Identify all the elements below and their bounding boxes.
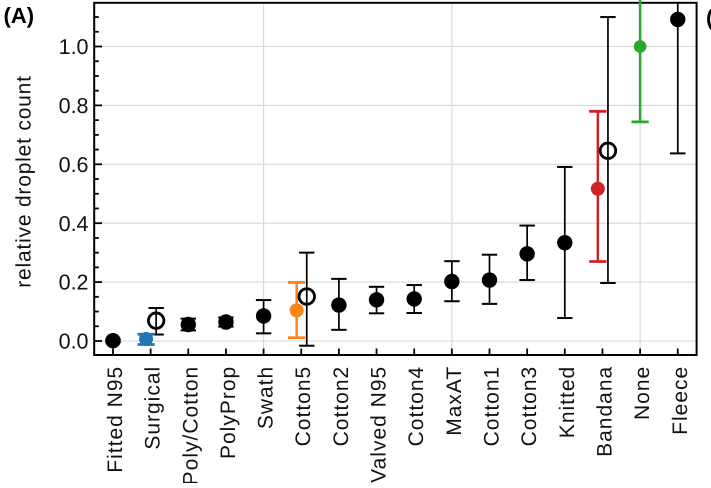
svg-text:0.8: 0.8 bbox=[59, 94, 89, 118]
svg-text:Cotton4: Cotton4 bbox=[405, 366, 428, 447]
svg-text:Cotton5: Cotton5 bbox=[292, 366, 315, 447]
svg-text:0.0: 0.0 bbox=[59, 330, 89, 354]
svg-text:(A): (A) bbox=[4, 3, 35, 28]
svg-text:0.2: 0.2 bbox=[59, 271, 89, 295]
svg-text:Knitted: Knitted bbox=[556, 366, 579, 438]
svg-text:Swath: Swath bbox=[255, 366, 278, 429]
svg-text:(B: (B bbox=[706, 5, 711, 30]
svg-text:PolyProp: PolyProp bbox=[217, 366, 240, 459]
svg-text:Valved N95: Valved N95 bbox=[368, 366, 391, 483]
svg-text:relative droplet count: relative droplet count bbox=[13, 75, 36, 288]
svg-text:1.0: 1.0 bbox=[59, 35, 89, 59]
svg-text:0.6: 0.6 bbox=[59, 153, 89, 177]
svg-text:Cotton3: Cotton3 bbox=[518, 366, 541, 447]
svg-text:Cotton2: Cotton2 bbox=[330, 366, 353, 447]
svg-text:Cotton1: Cotton1 bbox=[481, 366, 504, 447]
svg-text:Surgical: Surgical bbox=[142, 366, 165, 450]
svg-text:Fitted N95: Fitted N95 bbox=[104, 366, 127, 473]
svg-text:MaxAT: MaxAT bbox=[443, 366, 466, 436]
svg-text:0.4: 0.4 bbox=[59, 212, 89, 236]
svg-text:Fleece: Fleece bbox=[669, 366, 692, 435]
svg-text:Poly/Cotton: Poly/Cotton bbox=[179, 366, 202, 483]
svg-text:None: None bbox=[631, 366, 654, 420]
svg-text:Bandana: Bandana bbox=[594, 366, 617, 457]
